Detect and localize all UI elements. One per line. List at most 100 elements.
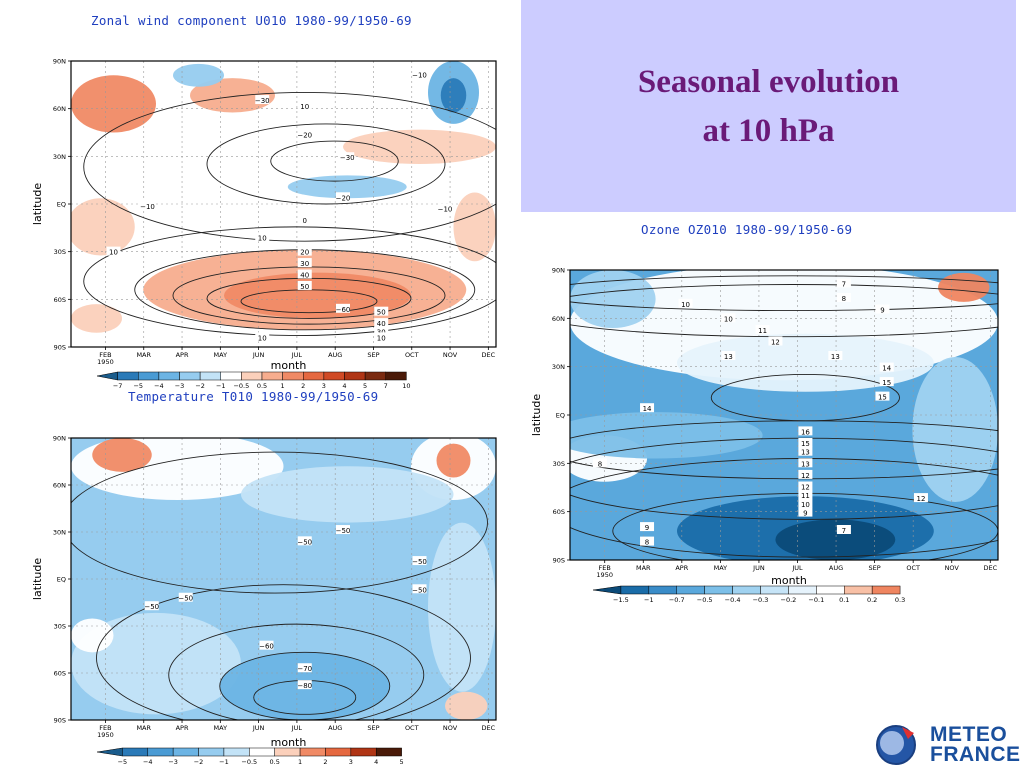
contour-label: 14 <box>882 365 891 373</box>
x-tick-label: JUN <box>252 351 265 359</box>
colorbar-cell <box>375 747 402 757</box>
colorbar-label: −0.3 <box>753 596 769 604</box>
colorbar-label: 2 <box>323 758 327 766</box>
contour-label: −10 <box>140 203 155 211</box>
shaded-region <box>190 78 275 113</box>
colorbar-cell <box>96 371 118 381</box>
x-tick-label: 1950 <box>596 571 613 579</box>
y-tick-label: 90N <box>53 435 66 443</box>
colorbar-cell <box>179 371 201 381</box>
colorbar-label: −0.7 <box>669 596 685 604</box>
contour-label: 10 <box>681 301 690 309</box>
x-tick-label: APR <box>675 564 688 572</box>
colorbar-cell <box>147 747 174 757</box>
colorbar-cell <box>871 585 901 595</box>
contour-label: −30 <box>340 154 355 162</box>
contour-label-bg <box>412 69 427 79</box>
contour-label-bg <box>297 280 312 290</box>
contour-label-bg <box>297 129 312 139</box>
contour-label: 0 <box>303 217 307 225</box>
colorbar-cell <box>788 585 817 595</box>
x-tick-label: OCT <box>405 724 419 732</box>
x-tick-label: DEC <box>482 351 496 359</box>
shaded-region <box>224 272 411 319</box>
contour-label: 10 <box>258 334 267 342</box>
x-axis-label: month <box>771 574 807 587</box>
x-tick-label: NOV <box>443 724 458 732</box>
colorbar-cell <box>199 371 221 381</box>
colorbar-label: −0.5 <box>241 758 257 766</box>
shaded-region <box>445 691 488 720</box>
colorbar-label: −1 <box>644 596 654 604</box>
contour-line <box>83 226 496 336</box>
contour-label: 50 <box>300 283 309 291</box>
shaded-region <box>570 412 763 459</box>
contour-line <box>168 623 425 720</box>
y-tick-label: 90S <box>54 344 66 352</box>
x-tick-label: DEC <box>482 724 496 732</box>
y-tick-label: 30S <box>54 623 66 631</box>
colorbar-label: 1 <box>281 382 285 390</box>
contour-label-bg <box>879 362 894 372</box>
shaded-region <box>71 75 156 133</box>
contour-label-bg <box>374 326 389 336</box>
contour-label: −10 <box>412 71 427 79</box>
slide-title-line2: at 10 hPa <box>702 113 835 149</box>
contour-label: −20 <box>336 194 351 202</box>
contour-label-bg <box>798 498 813 508</box>
contour-label-bg <box>297 269 312 279</box>
ozone-chart-title: Ozone OZ010 1980-99/1950-69 <box>641 222 853 237</box>
globe-icon <box>872 723 920 768</box>
contour-label-bg <box>755 324 770 334</box>
colorbar-label: −0.5 <box>233 382 249 390</box>
contour-label-bg <box>879 377 894 387</box>
contour-label: 14 <box>643 405 652 413</box>
colorbar-label: −1 <box>219 758 229 766</box>
contour-label: 9 <box>645 524 649 532</box>
colorbar-label: 0.1 <box>839 596 849 604</box>
colorbar-label: −4 <box>143 758 153 766</box>
y-tick-label: EQ <box>57 576 66 584</box>
y-axis-label: latitude <box>31 558 44 600</box>
plot-area <box>570 270 998 560</box>
contour-label-bg <box>374 318 389 328</box>
colorbar-label: −3 <box>168 758 178 766</box>
colorbar-cell <box>620 585 650 595</box>
y-tick-label: 90S <box>553 557 565 565</box>
y-tick-label: 30S <box>54 248 66 256</box>
y-tick-label: 60N <box>53 482 66 490</box>
y-tick-label: 60N <box>552 315 565 323</box>
colorbar-label: −3 <box>175 382 185 390</box>
contour-label-bg <box>340 152 355 162</box>
x-tick-label: JUL <box>791 564 803 572</box>
colorbar-cell <box>138 371 160 381</box>
x-tick-label: SEP <box>367 724 379 732</box>
x-tick-label: APR <box>176 724 189 732</box>
colorbar-cell <box>282 371 304 381</box>
x-tick-label: FEB <box>99 351 111 359</box>
x-tick-label: MAR <box>136 724 151 732</box>
shaded-region <box>92 438 152 472</box>
colorbar-label: 3 <box>322 382 326 390</box>
contour-label-bg <box>336 525 350 535</box>
x-tick-label: SEP <box>367 351 379 359</box>
colorbar-cell <box>198 747 225 757</box>
colorbar-label: −0.4 <box>725 596 741 604</box>
plot-area <box>71 438 496 720</box>
contour-label: 15 <box>882 379 891 387</box>
contour-label-bg <box>798 490 813 500</box>
contour-label: 15 <box>878 394 887 402</box>
contour-line <box>71 451 488 594</box>
colorbar-cell <box>676 585 705 595</box>
contour-label: −50 <box>336 527 351 535</box>
colorbar-label: 4 <box>342 382 346 390</box>
shaded-region <box>241 466 454 523</box>
colorbar-cell <box>299 747 326 757</box>
contour-label: 16 <box>801 428 810 436</box>
contour-label: 13 <box>831 353 840 361</box>
contour-label: 11 <box>758 327 767 335</box>
logo-text-france: FRANCE <box>930 743 1021 766</box>
contour-label-bg <box>798 438 813 447</box>
x-tick-label: NOV <box>945 564 960 572</box>
contour-label-bg <box>374 332 389 342</box>
